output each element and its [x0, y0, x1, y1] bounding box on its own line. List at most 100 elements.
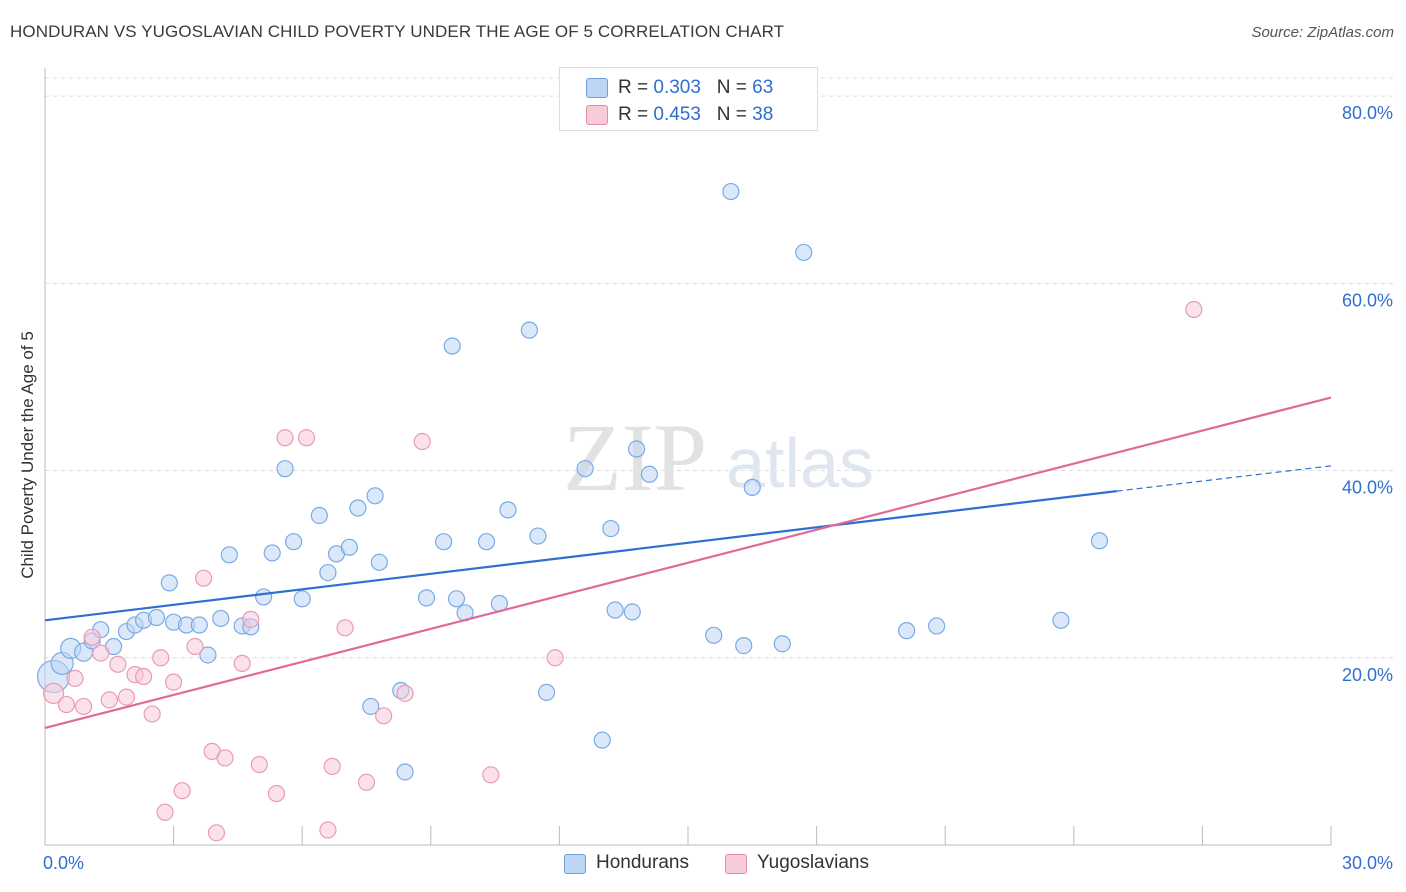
trend-lines [44, 396, 1332, 730]
watermark-zip: ZIP [563, 404, 707, 511]
data-point-yugoslavians [482, 766, 500, 784]
watermark: ZIP atlas [563, 404, 874, 511]
data-point-hondurans [255, 588, 273, 606]
data-point-yugoslavians [207, 824, 226, 842]
data-point-hondurans [340, 538, 358, 556]
data-point-yugoslavians [165, 673, 183, 691]
legend-swatch-hondurans [586, 78, 608, 98]
data-point-yugoslavians [216, 749, 234, 767]
data-point-hondurans [212, 609, 230, 628]
data-point-yugoslavians [42, 682, 65, 704]
y-axis-label: Child Poverty Under the Age of 5 [18, 331, 37, 579]
data-point-hondurans [263, 544, 281, 562]
data-point-hondurans [199, 646, 217, 664]
bottom-legend-label-hondurans: Hondurans [596, 852, 689, 873]
bottom-legend-swatch-hondurans [564, 854, 586, 874]
data-point-yugoslavians [336, 619, 354, 637]
data-point-hondurans [928, 617, 946, 635]
data-point-hondurans [417, 589, 436, 607]
data-point-yugoslavians [357, 773, 376, 791]
data-point-yugoslavians [100, 691, 118, 709]
data-point-hondurans [537, 683, 556, 702]
data-point-hondurans [623, 603, 641, 621]
tick-labels: 20.0% 40.0% 60.0% 80.0% 0.0% 30.0% [43, 103, 1393, 873]
legend-r-value: 0.453 [653, 104, 701, 125]
data-point-yugoslavians [117, 688, 136, 706]
data-point-yugoslavians [143, 705, 161, 723]
data-point-yugoslavians [250, 755, 268, 774]
y-tick-label: 60.0% [1342, 290, 1393, 310]
data-point-hondurans [396, 763, 414, 781]
bottom-legend-label-yugoslavians: Yugoslavians [757, 852, 869, 873]
data-point-hondurans [447, 590, 466, 608]
data-point-yugoslavians [186, 637, 204, 656]
data-point-yugoslavians [319, 821, 337, 839]
data-point-hondurans [520, 321, 538, 339]
legend-r-value: 0.303 [653, 77, 701, 98]
data-point-yugoslavians [396, 684, 414, 702]
data-point-yugoslavians [195, 569, 213, 587]
data-point-hondurans [743, 478, 761, 496]
data-point-yugoslavians [323, 757, 341, 775]
data-point-yugoslavians [57, 695, 76, 714]
data-point-hondurans [147, 608, 166, 627]
data-point-hondurans [160, 574, 178, 592]
data-point-hondurans [773, 635, 791, 653]
y-tick-label: 40.0% [1342, 478, 1393, 498]
source-label: Source: ZipAtlas.com [1251, 24, 1394, 41]
data-point-yugoslavians [152, 649, 170, 667]
data-point-hondurans [499, 501, 517, 519]
x-tick-label: 30.0% [1342, 853, 1393, 873]
data-point-yugoslavians [233, 654, 251, 672]
data-point-hondurans [898, 622, 916, 640]
data-point-hondurans [276, 460, 294, 478]
data-point-yugoslavians [242, 610, 260, 628]
data-point-hondurans [362, 697, 380, 716]
data-point-hondurans [627, 440, 646, 458]
data-point-yugoslavians [134, 667, 153, 686]
data-point-hondurans [293, 590, 311, 608]
data-point-yugoslavians [1185, 300, 1203, 319]
data-point-hondurans [443, 337, 461, 355]
data-point-yugoslavians [276, 429, 294, 447]
data-point-hondurans [529, 527, 547, 545]
y-tick-label: 20.0% [1342, 665, 1393, 685]
data-point-hondurans [1090, 532, 1109, 550]
data-point-yugoslavians [83, 628, 101, 646]
data-point-hondurans [310, 506, 328, 525]
data-point-hondurans [435, 533, 453, 551]
gridlines [45, 77, 1393, 659]
data-point-hondurans [735, 637, 753, 655]
data-point-hondurans [1052, 611, 1070, 629]
data-point-hondurans [349, 499, 367, 517]
data-point-yugoslavians [156, 803, 174, 821]
legend-r-label: R = [618, 104, 654, 125]
data-point-yugoslavians [109, 655, 127, 673]
legend-n-value: 63 [752, 77, 774, 98]
trend-line-hondurans [44, 490, 1117, 622]
legend: R = 0.303 N = 63 R = 0.453 N = 38 [559, 67, 818, 131]
x-tick-label: 0.0% [43, 853, 84, 873]
data-point-hondurans [366, 487, 384, 505]
legend-n-label: N = [716, 104, 753, 125]
data-point-hondurans [576, 460, 594, 478]
trend-line-yugoslavians [44, 396, 1332, 730]
data-point-hondurans [190, 616, 208, 634]
data-point-yugoslavians [413, 432, 431, 451]
data-point-yugoslavians [66, 669, 84, 687]
bottom-legend-swatch-yugoslavians [725, 854, 747, 874]
data-point-yugoslavians [92, 644, 110, 662]
data-point-hondurans [705, 626, 723, 644]
y-tick-label: 80.0% [1342, 103, 1393, 123]
legend-r-label: R = [618, 77, 654, 98]
data-point-yugoslavians [375, 707, 393, 725]
data-point-hondurans [285, 533, 303, 551]
legend-n-label: N = [716, 77, 753, 98]
data-point-yugoslavians [74, 697, 93, 716]
data-point-yugoslavians [297, 429, 316, 447]
data-point-yugoslavians [267, 784, 286, 803]
data-point-yugoslavians [546, 649, 564, 667]
chart-title: HONDURAN VS YUGOSLAVIAN CHILD POVERTY UN… [10, 22, 785, 41]
axes [44, 68, 1332, 846]
